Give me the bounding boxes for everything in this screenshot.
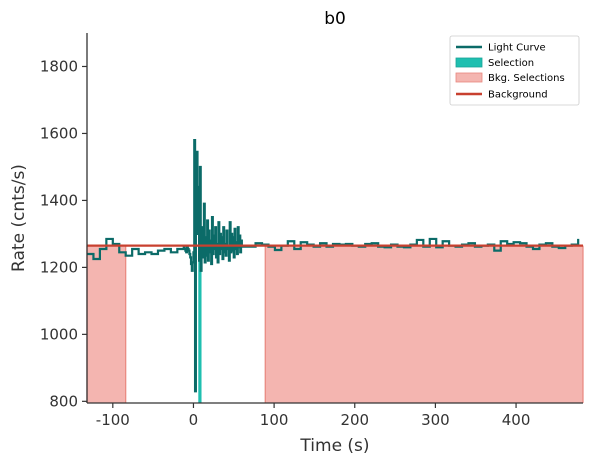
legend-item-background: Background — [456, 90, 548, 101]
legend-label-background: Background — [488, 90, 548, 101]
bkg-selection-region-2 — [265, 245, 583, 403]
light-curve-series — [87, 139, 580, 393]
x-tick-label: 300 — [421, 411, 450, 429]
x-axis-label: Time (s) — [299, 436, 369, 456]
legend-label-bkg-selections: Bkg. Selections — [488, 73, 565, 84]
legend-item-bkg-selections: Bkg. Selections — [455, 72, 565, 84]
chart-title: b0 — [324, 9, 346, 29]
legend-box — [449, 35, 580, 106]
legend-item-selection: Selection — [455, 57, 534, 69]
x-tick-label: 100 — [260, 411, 289, 429]
x-tick-label: -100 — [96, 411, 130, 429]
legend-label-selection: Selection — [488, 58, 534, 69]
legend-swatch-bkg-selections — [455, 72, 483, 83]
legend-label-light-curve: Light Curve — [488, 43, 546, 54]
y-tick-label: 1800 — [40, 57, 78, 75]
legend-item-light-curve: Light Curve — [456, 43, 546, 54]
source-selection-region — [198, 245, 202, 403]
y-tick-label: 1600 — [40, 124, 78, 142]
legend: Light Curve Selection Bkg. Selections Ba… — [449, 35, 580, 106]
x-tick-label: 400 — [502, 411, 531, 429]
x-tick-label: 0 — [189, 411, 199, 429]
y-axis-label: Rate (cnts/s) — [9, 164, 29, 272]
legend-swatch-selection — [455, 57, 483, 68]
bkg-selection-region-1 — [87, 245, 126, 403]
plot-area — [86, 139, 584, 403]
x-tick-label: 200 — [340, 411, 369, 429]
y-tick-label: 1200 — [40, 258, 78, 276]
y-tick-label: 1400 — [40, 191, 78, 209]
axes: -100 0 100 200 300 400 800 1000 1200 1400 1600 1800 — [40, 33, 583, 429]
y-tick-label: 800 — [49, 392, 78, 410]
y-tick-label: 1000 — [40, 325, 78, 343]
